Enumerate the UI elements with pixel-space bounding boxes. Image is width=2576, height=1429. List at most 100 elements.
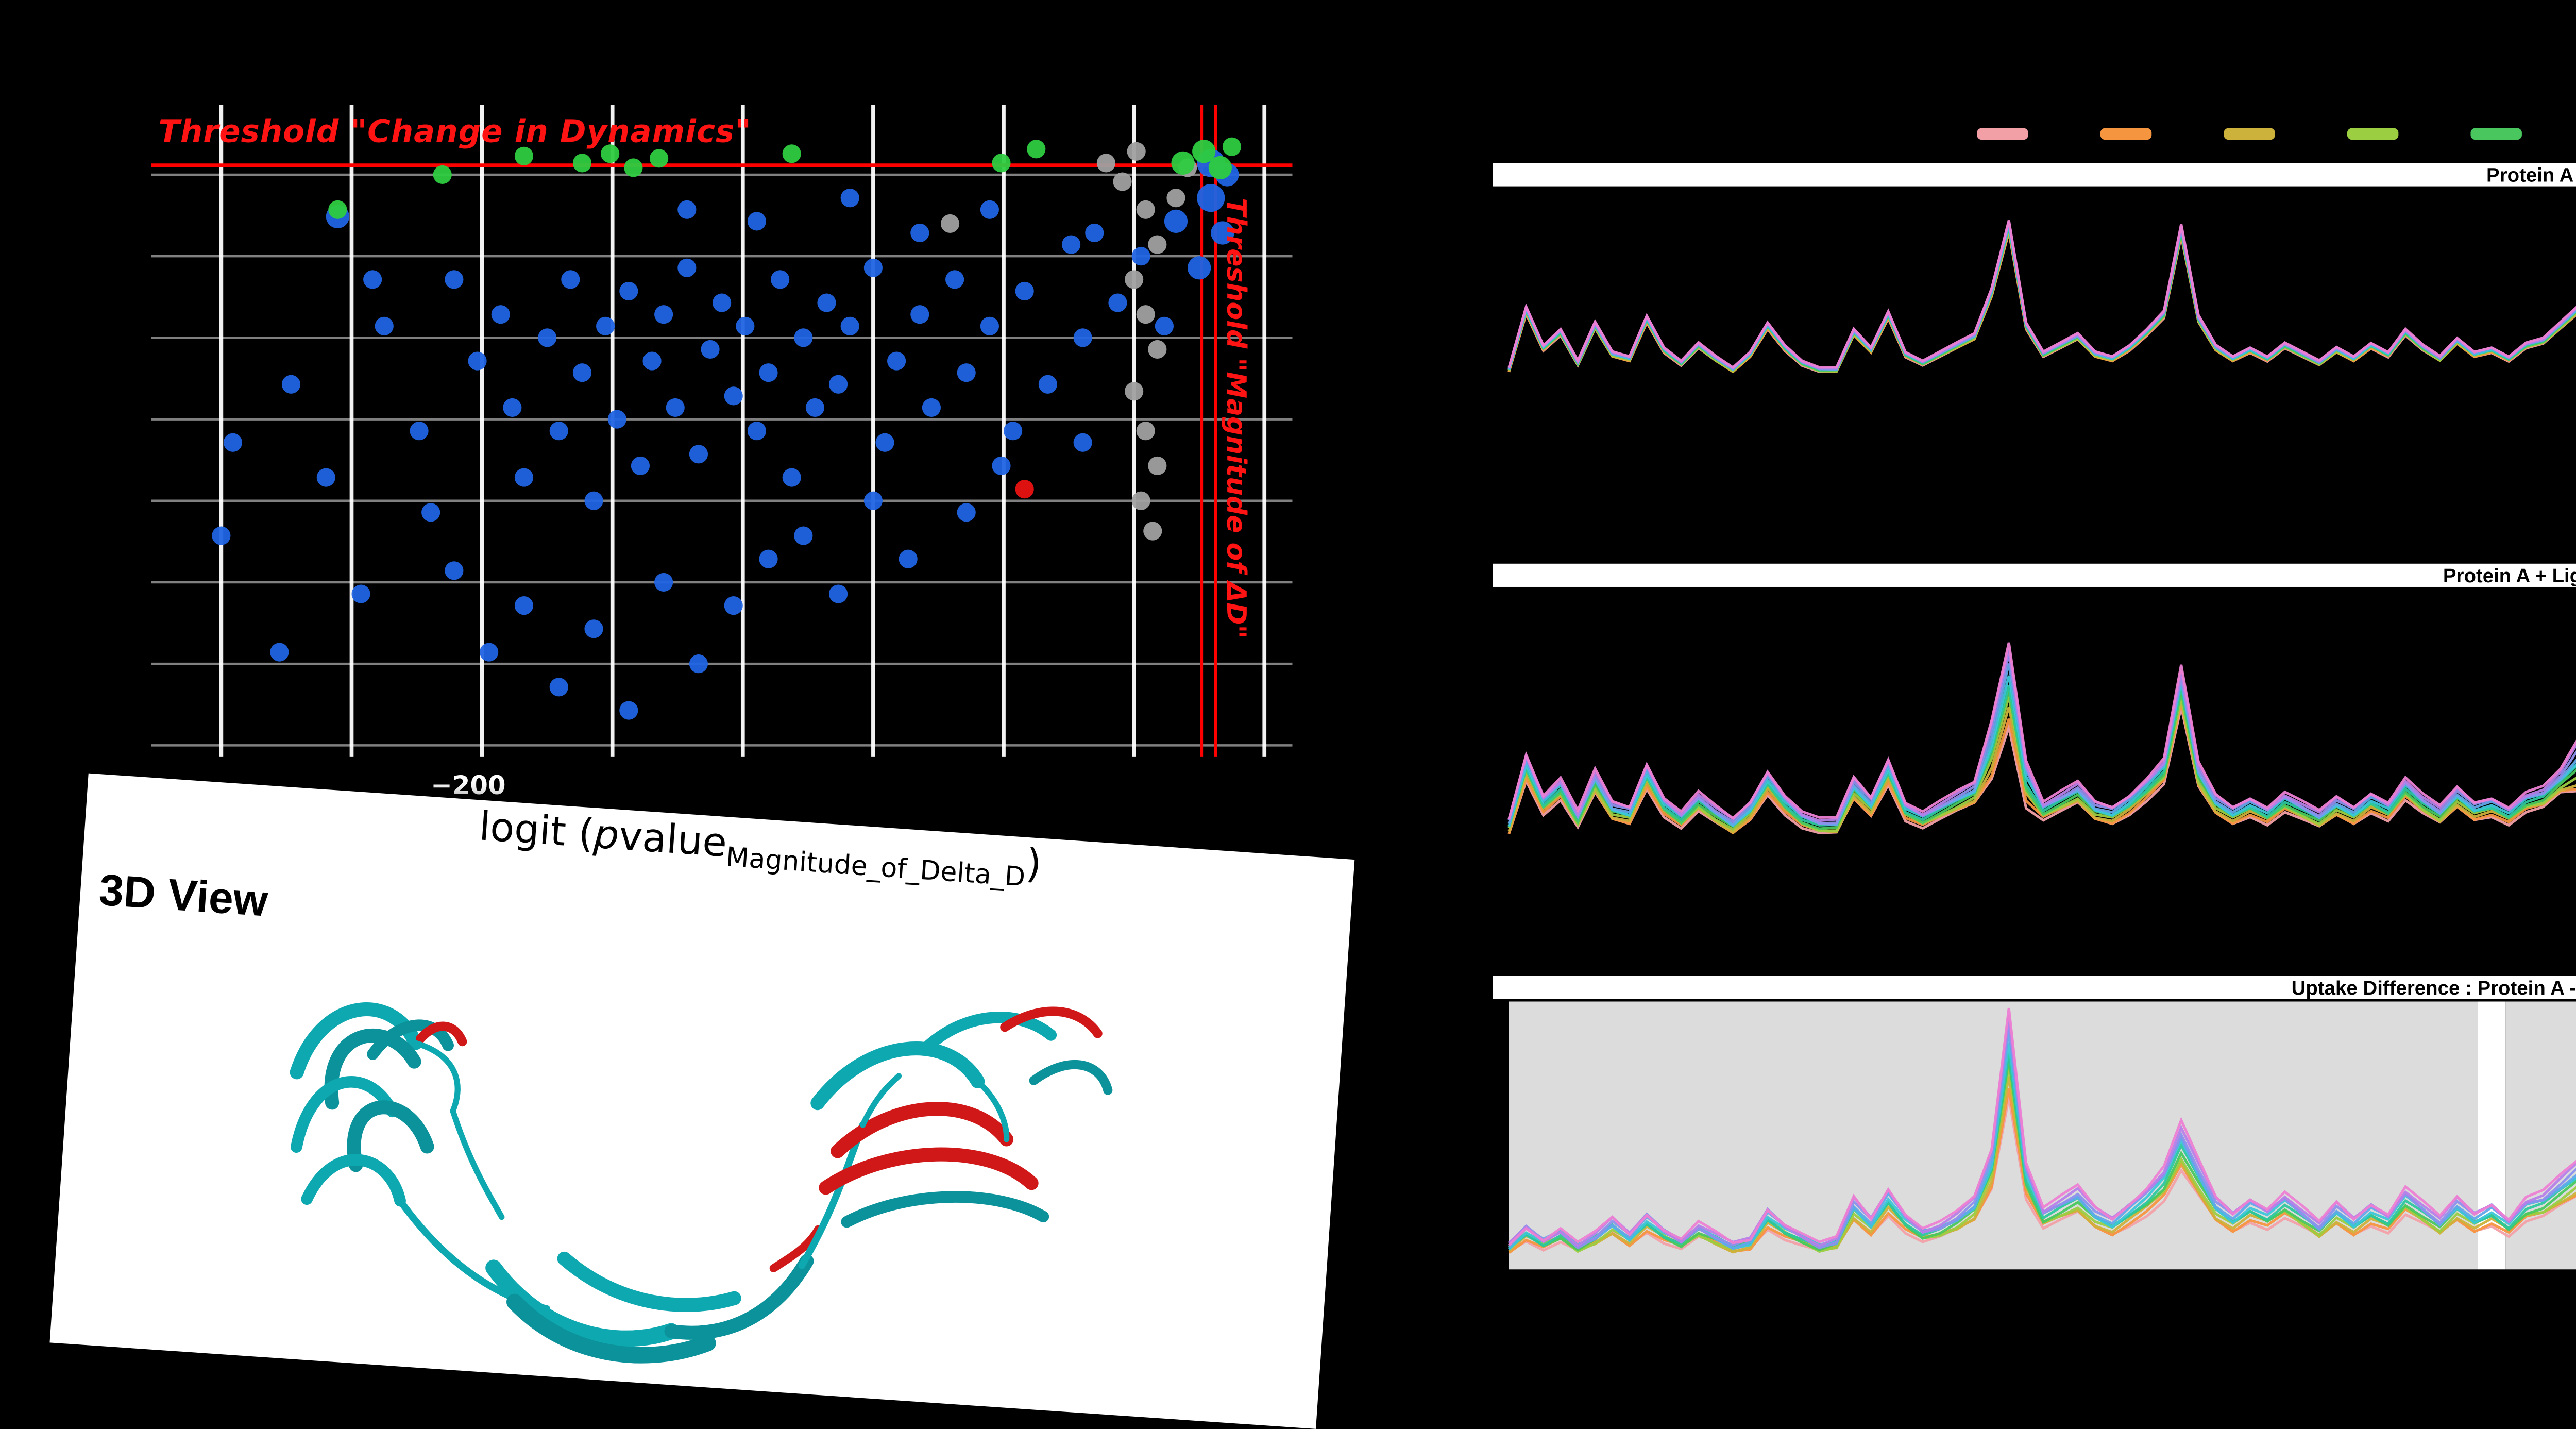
scatter-point-blue[interactable] (445, 561, 464, 580)
scatter-point-blue[interactable] (736, 316, 755, 335)
scatter-point-red[interactable] (1015, 480, 1034, 499)
scatter-point-gray[interactable] (1148, 235, 1167, 254)
scatter-point-blue[interactable] (794, 328, 813, 347)
scatter-point-green[interactable] (572, 154, 592, 173)
scatter-point-blue[interactable] (561, 270, 580, 289)
scatter-point-blue[interactable] (899, 549, 918, 568)
volcano-svg[interactable] (151, 105, 1293, 757)
legend-swatch[interactable] (2347, 128, 2399, 139)
scatter-point-green[interactable] (328, 200, 347, 219)
scatter-point-blue[interactable] (910, 223, 929, 243)
scatter-point-blue[interactable] (1211, 221, 1234, 245)
scatter-point-blue[interactable] (549, 422, 568, 441)
scatter-point-blue[interactable] (747, 212, 767, 231)
scatter-point-green[interactable] (1027, 140, 1046, 159)
chart-protein-a[interactable] (1502, 191, 2576, 552)
scatter-point-blue[interactable] (689, 445, 708, 464)
scatter-point-blue[interactable] (922, 398, 941, 417)
scatter-point-blue[interactable] (607, 410, 626, 429)
scatter-point-blue[interactable] (491, 305, 510, 324)
scatter-point-blue[interactable] (677, 258, 697, 277)
scatter-point-blue[interactable] (1131, 247, 1150, 266)
scatter-point-blue[interactable] (514, 468, 534, 487)
scatter-point-blue[interactable] (1197, 184, 1225, 212)
scatter-point-blue[interactable] (549, 678, 568, 697)
scatter-point-blue[interactable] (910, 305, 929, 324)
scatter-point-green[interactable] (782, 144, 801, 163)
scatter-point-blue[interactable] (957, 363, 976, 382)
scatter-point-blue[interactable] (759, 363, 778, 382)
protein-3d-structure[interactable] (213, 929, 1124, 1402)
chart-uptake-diff[interactable] (1502, 1001, 2576, 1276)
legend-swatch[interactable] (2224, 128, 2275, 139)
scatter-point-blue[interactable] (875, 433, 894, 452)
scatter-point-gray[interactable] (1125, 382, 1144, 401)
scatter-point-blue[interactable] (572, 363, 592, 382)
scatter-point-gray[interactable] (1136, 422, 1155, 441)
scatter-point-blue[interactable] (945, 270, 964, 289)
scatter-point-blue[interactable] (829, 375, 848, 394)
legend-swatch[interactable] (2100, 128, 2152, 139)
scatter-point-blue[interactable] (363, 270, 382, 289)
scatter-point-green[interactable] (624, 158, 643, 177)
scatter-point-blue[interactable] (351, 584, 370, 603)
scatter-point-blue[interactable] (1188, 256, 1211, 280)
scatter-point-blue[interactable] (1004, 422, 1023, 441)
scatter-point-blue[interactable] (212, 526, 231, 545)
scatter-point-blue[interactable] (689, 654, 708, 674)
scatter-point-blue[interactable] (654, 573, 673, 592)
scatter-point-blue[interactable] (677, 200, 697, 219)
scatter-point-gray[interactable] (1148, 340, 1167, 359)
volcano-plot[interactable]: Threshold "Change in Dynamics" Threshold… (151, 105, 1293, 801)
scatter-point-blue[interactable] (980, 316, 999, 335)
scatter-point-gray[interactable] (1148, 456, 1167, 476)
scatter-point-green[interactable] (1192, 140, 1216, 163)
scatter-point-blue[interactable] (1073, 433, 1092, 452)
scatter-point-green[interactable] (514, 146, 534, 165)
scatter-point-gray[interactable] (1127, 142, 1146, 161)
scatter-point-green[interactable] (601, 144, 620, 163)
scatter-point-blue[interactable] (1108, 293, 1127, 312)
scatter-point-blue[interactable] (619, 701, 638, 720)
scatter-point-blue[interactable] (724, 596, 743, 615)
scatter-point-blue[interactable] (619, 281, 638, 301)
scatter-point-blue[interactable] (701, 340, 720, 359)
scatter-point-blue[interactable] (421, 503, 440, 522)
scatter-point-blue[interactable] (1062, 235, 1081, 254)
scatter-point-blue[interactable] (805, 398, 824, 417)
scatter-point-blue[interactable] (1015, 281, 1034, 301)
scatter-point-blue[interactable] (538, 328, 557, 347)
scatter-point-green[interactable] (1222, 137, 1242, 156)
scatter-point-blue[interactable] (410, 422, 429, 441)
scatter-point-gray[interactable] (1136, 305, 1155, 324)
scatter-point-gray[interactable] (1136, 200, 1155, 219)
scatter-point-blue[interactable] (596, 316, 615, 335)
scatter-point-blue[interactable] (1164, 209, 1188, 233)
scatter-point-green[interactable] (1208, 156, 1232, 180)
scatter-point-blue[interactable] (1155, 316, 1174, 335)
scatter-point-blue[interactable] (642, 351, 662, 371)
scatter-point-blue[interactable] (480, 643, 499, 662)
chart-protein-a-ligand[interactable] (1502, 590, 2576, 951)
scatter-point-blue[interactable] (759, 549, 778, 568)
scatter-point-gray[interactable] (1113, 172, 1132, 191)
scatter-point-blue[interactable] (654, 305, 673, 324)
scatter-point-gray[interactable] (1166, 189, 1185, 208)
scatter-point-blue[interactable] (270, 643, 289, 662)
scatter-point-blue[interactable] (829, 584, 848, 603)
scatter-point-blue[interactable] (713, 293, 732, 312)
scatter-point-blue[interactable] (1038, 375, 1057, 394)
scatter-point-blue[interactable] (794, 526, 813, 545)
legend-swatch[interactable] (1977, 128, 2028, 139)
scatter-point-blue[interactable] (445, 270, 464, 289)
scatter-point-green[interactable] (992, 154, 1011, 173)
scatter-point-blue[interactable] (514, 596, 534, 615)
scatter-point-blue[interactable] (887, 351, 906, 371)
scatter-point-blue[interactable] (223, 433, 243, 452)
scatter-point-blue[interactable] (503, 398, 522, 417)
scatter-point-gray[interactable] (1096, 154, 1115, 173)
scatter-point-blue[interactable] (1073, 328, 1092, 347)
scatter-point-gray[interactable] (1125, 270, 1144, 289)
scatter-point-blue[interactable] (992, 456, 1011, 476)
scatter-point-blue[interactable] (666, 398, 685, 417)
